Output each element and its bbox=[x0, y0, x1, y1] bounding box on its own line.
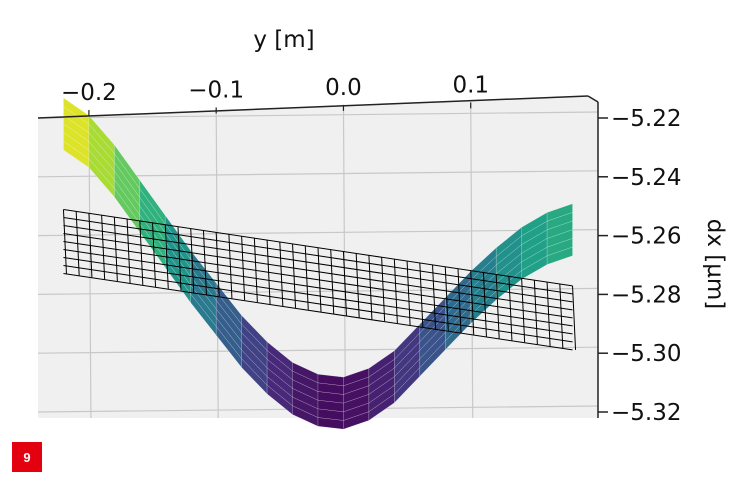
z-tick-label: −5.24 bbox=[611, 165, 681, 191]
y-tick-labels: −0.2 −0.1 0.0 0.1 bbox=[61, 72, 489, 116]
wire-line bbox=[508, 276, 513, 341]
wire-line bbox=[559, 283, 564, 349]
wire-line bbox=[139, 220, 144, 285]
wire-line bbox=[533, 280, 538, 345]
wire-line bbox=[355, 253, 360, 318]
wire-line bbox=[292, 243, 297, 308]
wire-line bbox=[444, 266, 449, 331]
figure-number-badge: 9 bbox=[12, 442, 42, 472]
wire-line bbox=[113, 217, 118, 282]
z-tick-label: −5.30 bbox=[611, 341, 681, 367]
wire-line bbox=[177, 226, 182, 291]
y-gridline bbox=[470, 103, 474, 419]
z-tick-labels: −5.22 −5.24 −5.26 −5.28 −5.30 −5.32 bbox=[598, 106, 681, 426]
wire-line bbox=[215, 232, 220, 297]
wire-line bbox=[546, 282, 551, 347]
wire-line bbox=[279, 241, 284, 306]
wire-line bbox=[521, 278, 526, 343]
wire-line bbox=[495, 274, 500, 339]
wire-line bbox=[419, 262, 424, 328]
wire-line bbox=[63, 240, 573, 319]
wire-line bbox=[88, 213, 93, 278]
z-tick-label: −5.32 bbox=[611, 400, 681, 426]
z-tick-label: −5.28 bbox=[611, 282, 681, 308]
wire-line bbox=[304, 245, 309, 310]
z-axis-label: dx [µm] bbox=[702, 219, 728, 310]
wire-line bbox=[457, 268, 462, 333]
z-gridline bbox=[37, 346, 599, 354]
z-tick-label: −5.26 bbox=[611, 224, 681, 250]
wire-line bbox=[152, 222, 157, 287]
y-tick-label: 0.0 bbox=[325, 75, 362, 101]
z-gridline bbox=[37, 229, 599, 237]
wire-line bbox=[63, 232, 573, 311]
y-axis-line bbox=[37, 95, 589, 119]
wire-line bbox=[63, 272, 573, 351]
wire-line bbox=[63, 248, 573, 327]
y-gridline bbox=[342, 105, 347, 419]
wire-line bbox=[482, 272, 487, 337]
wire-line bbox=[393, 259, 398, 324]
y-axis-label: y [m] bbox=[253, 27, 314, 53]
wireframe-plane bbox=[62, 208, 577, 351]
axis-corner bbox=[587, 95, 599, 103]
y-tick-label: −0.1 bbox=[188, 77, 244, 103]
wire-line bbox=[432, 264, 437, 329]
z-tick-label: −5.22 bbox=[611, 106, 681, 132]
wire-line bbox=[470, 270, 475, 335]
wire-line bbox=[241, 236, 246, 301]
wire-line bbox=[381, 257, 386, 322]
wire-line bbox=[62, 209, 67, 274]
wire-line bbox=[63, 224, 573, 303]
wire-line bbox=[63, 256, 573, 335]
wire-line bbox=[126, 219, 131, 284]
wire-line bbox=[317, 247, 322, 312]
wire-line bbox=[406, 261, 411, 326]
wire-line bbox=[190, 228, 195, 293]
wire-line bbox=[253, 238, 258, 303]
surface-patch bbox=[546, 246, 573, 265]
wire-line bbox=[101, 215, 106, 280]
wire-line bbox=[63, 264, 573, 343]
wire-line bbox=[164, 224, 169, 289]
wire-line bbox=[572, 285, 577, 350]
axes-lines bbox=[37, 95, 599, 418]
surface-strips bbox=[63, 97, 573, 430]
y-tick-label: 0.1 bbox=[452, 72, 489, 98]
wire-line bbox=[368, 255, 373, 320]
wire-line bbox=[202, 230, 207, 295]
z-gridline bbox=[37, 111, 599, 119]
y-tick-label: −0.2 bbox=[61, 80, 117, 106]
wire-line bbox=[342, 251, 347, 316]
wire-line bbox=[228, 234, 233, 299]
wire-line bbox=[266, 240, 271, 305]
wire-line bbox=[75, 211, 80, 276]
wire-line bbox=[330, 249, 335, 314]
